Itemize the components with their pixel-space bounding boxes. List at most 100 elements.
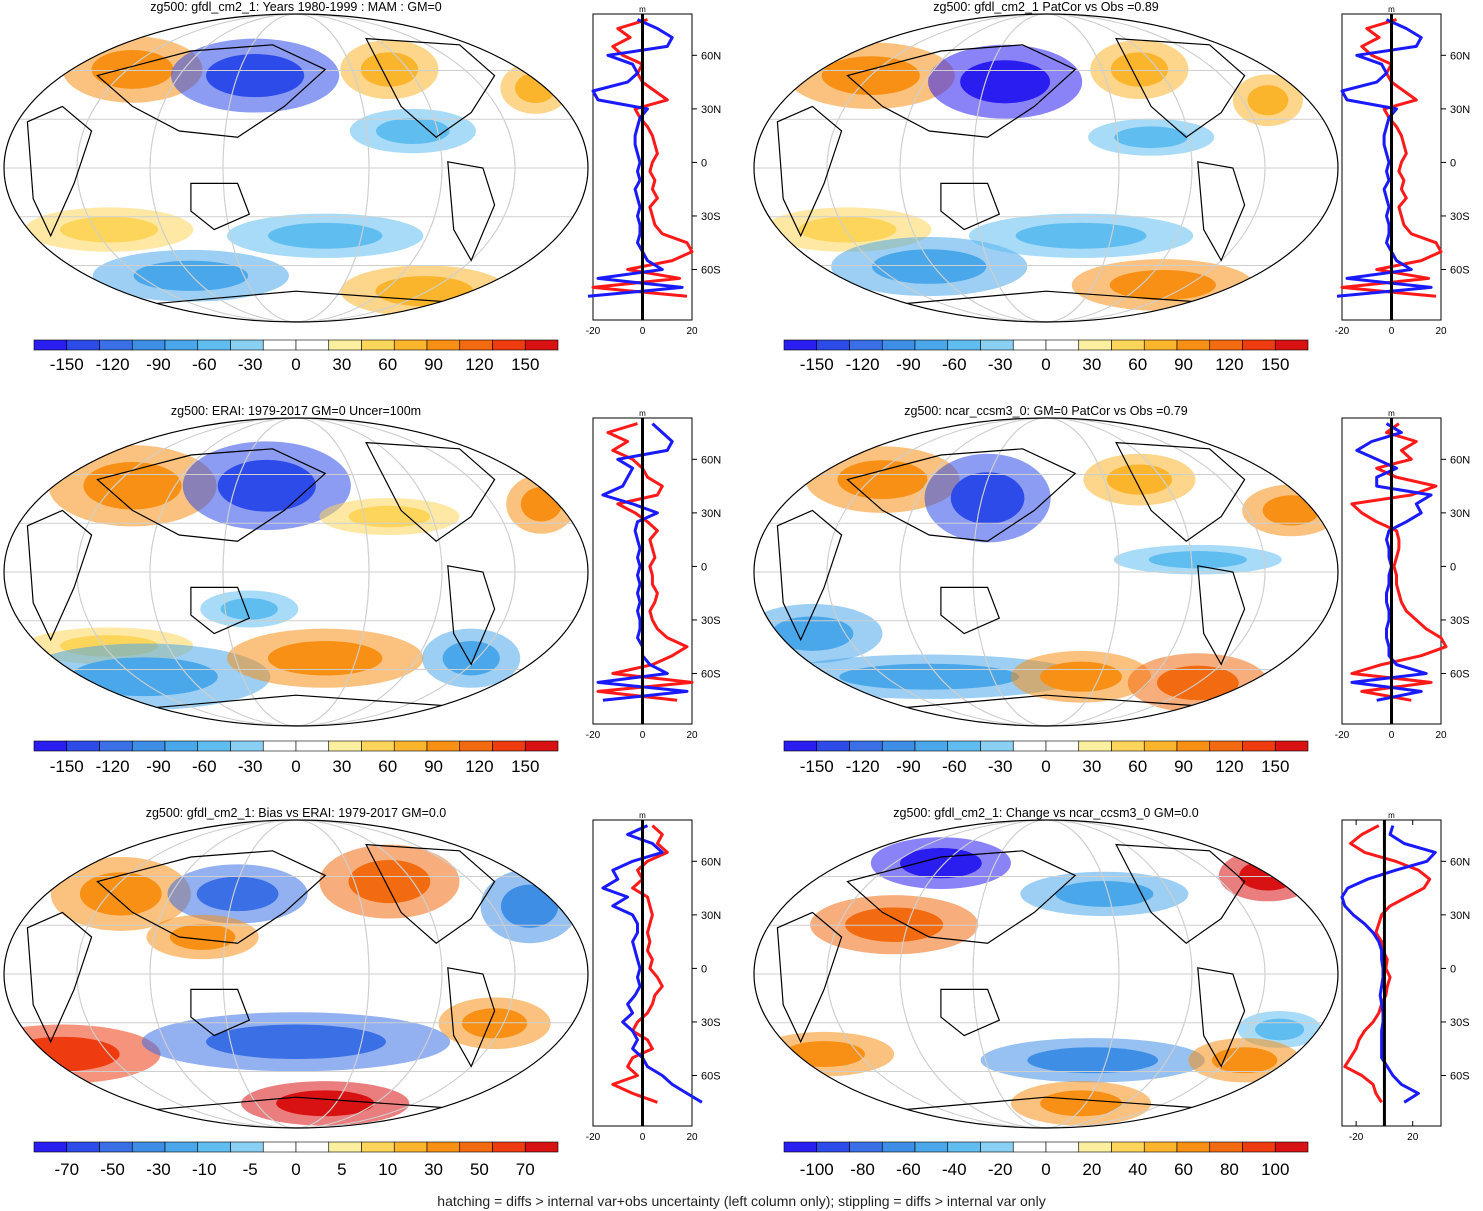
- colorbar-bin: [1012, 1141, 1047, 1153]
- anomaly-region: [1015, 222, 1147, 249]
- coastline: [776, 105, 843, 238]
- colorbar-label: 60: [1128, 757, 1147, 776]
- colorbar-label: 0: [1041, 355, 1050, 374]
- longitude-gridline: [149, 820, 443, 1128]
- anomaly-region: [79, 872, 162, 916]
- colorbar-label: -30: [988, 355, 1013, 374]
- colorbar-bin: [459, 740, 493, 752]
- profile-unit: m: [639, 811, 646, 820]
- coastline: [1197, 161, 1246, 262]
- colorbar-label: -70: [54, 1160, 79, 1179]
- colorbar-label: -30: [238, 355, 263, 374]
- profile-ytick-label: 30N: [701, 508, 721, 520]
- zonal-profile: m 60N 30N 0 30S 60S -20 0 20: [586, 5, 721, 337]
- zonal-profile: m 60N 30N 0 30S 60S -20 0 20: [1335, 5, 1470, 337]
- colorbar-label: 120: [1215, 355, 1243, 374]
- profile-ytick-label: 60S: [1450, 265, 1470, 277]
- anomaly-region: [267, 222, 383, 249]
- coastline: [1197, 565, 1246, 666]
- anomaly-region: [871, 249, 987, 284]
- anomaly-region: [783, 1041, 865, 1068]
- colorbar-label: 90: [424, 355, 443, 374]
- colorbar-bin: [426, 1141, 461, 1153]
- colorbar: -100 -80 -60 -40 -20 0 20 40 60 80 100: [783, 1141, 1309, 1179]
- anomaly-region: [70, 657, 218, 697]
- profile-ytick-label: 30S: [701, 211, 721, 223]
- map-border: [3, 13, 589, 323]
- colorbar-bin: [816, 1141, 850, 1153]
- longitude-gridline: [76, 14, 516, 322]
- colorbar-bin: [980, 740, 1014, 752]
- colorbar-bin: [33, 339, 68, 351]
- colorbar-label: -60: [942, 355, 967, 374]
- profile-ytick-label: 30N: [1450, 104, 1470, 116]
- coastline: [96, 44, 327, 138]
- colorbar-bin: [783, 740, 818, 752]
- colorbar-bin: [849, 339, 883, 351]
- colorbar-bin: [881, 740, 916, 752]
- colorbar-bin: [393, 339, 428, 351]
- anomaly-region: [1247, 85, 1289, 116]
- longitude-gridline: [149, 418, 443, 726]
- colorbar-bin: [164, 1141, 199, 1153]
- colorbar-bin: [361, 339, 395, 351]
- anomaly-region: [1262, 495, 1320, 526]
- coastline: [365, 441, 496, 542]
- profile-unit: m: [639, 409, 646, 418]
- colorbar-label: 0: [291, 355, 300, 374]
- colorbar-label: 150: [511, 355, 539, 374]
- panel-4: zg500: ncar_ccsm3_0: GM=0 PatCor vs Obs …: [753, 404, 1470, 776]
- profile-ytick-label: 60S: [701, 1071, 721, 1083]
- colorbar-bin: [1274, 339, 1309, 351]
- colorbar-bin: [230, 1141, 264, 1153]
- anomaly-region: [839, 663, 1020, 690]
- colorbar-label: -5: [243, 1160, 258, 1179]
- zonal-profile: m 60N 30N 0 30S 60S -20 0 20: [1335, 409, 1470, 741]
- profile-ytick-label: 30N: [701, 104, 721, 116]
- colorbar-label: -60: [192, 757, 217, 776]
- colorbar-bin: [492, 339, 526, 351]
- coastline: [846, 850, 1077, 944]
- anomaly-region: [220, 598, 278, 620]
- colorbar: -150 -120 -90 -60 -30 0 30 60 90 120 150: [33, 740, 559, 776]
- colorbar-label: 150: [1261, 757, 1289, 776]
- colorbar-bin: [328, 1141, 362, 1153]
- colorbar-bin: [230, 339, 264, 351]
- colorbar-label: 10: [378, 1160, 397, 1179]
- coastline: [940, 182, 1001, 231]
- colorbar-label: 150: [1261, 355, 1289, 374]
- profile-xtick-label: -20: [1349, 1132, 1364, 1143]
- profile-xtick-label: 20: [686, 326, 698, 337]
- profile-frame: [1341, 819, 1442, 1127]
- colorbar-label: 30: [1082, 355, 1101, 374]
- colorbar-label: -10: [192, 1160, 217, 1179]
- longitude-gridline: [826, 418, 1266, 726]
- colorbar-bin: [1143, 1141, 1178, 1153]
- footer-note: hatching = diffs > internal var+obs unce…: [437, 1193, 1046, 1209]
- anomaly-region: [60, 216, 159, 243]
- colorbar-bin: [1045, 339, 1080, 351]
- anomaly-region: [1040, 1090, 1122, 1117]
- coastline: [776, 509, 843, 642]
- anomaly-region: [1148, 551, 1247, 569]
- profile-unit: m: [639, 5, 646, 14]
- colorbar-bin: [980, 1141, 1014, 1153]
- colorbar-bin: [393, 740, 428, 752]
- longitude-gridline: [76, 418, 516, 726]
- profile-ytick-label: 30S: [1450, 615, 1470, 627]
- coastline: [26, 911, 93, 1044]
- colorbar-bin: [328, 740, 362, 752]
- profile-ytick-label: 60N: [1450, 454, 1470, 466]
- profile-ytick-label: 0: [701, 561, 707, 573]
- colorbar-bin: [1078, 339, 1112, 351]
- colorbar-bin: [947, 740, 981, 752]
- colorbar-label: -120: [846, 355, 880, 374]
- colorbar-bin: [881, 339, 916, 351]
- colorbar: -150 -120 -90 -60 -30 0 30 60 90 120 150: [783, 740, 1309, 776]
- colorbar-bin: [1176, 740, 1211, 752]
- anomaly-region: [133, 260, 249, 291]
- profile-ytick-label: 30S: [701, 615, 721, 627]
- colorbar-label: -150: [50, 355, 84, 374]
- colorbar-bin: [1111, 339, 1145, 351]
